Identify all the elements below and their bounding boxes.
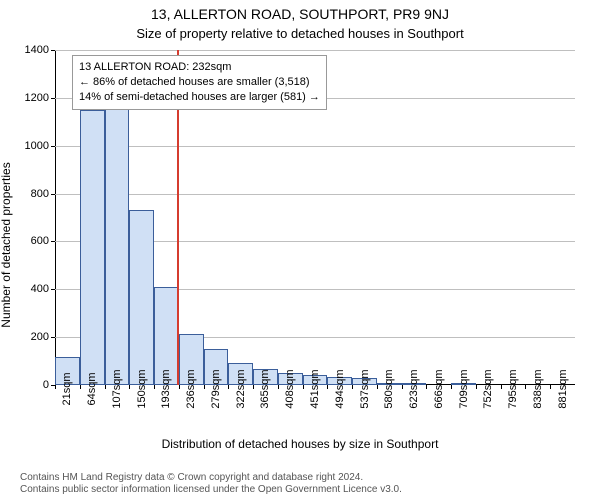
x-tick-mark <box>179 385 180 389</box>
x-tick-label: 451sqm <box>309 369 321 408</box>
y-tick-label: 800 <box>31 188 49 200</box>
x-tick-label: 838sqm <box>532 369 544 408</box>
x-tick-label: 623sqm <box>408 369 420 408</box>
x-tick-mark <box>402 385 403 389</box>
y-tick-mark <box>51 337 55 338</box>
x-tick-mark <box>501 385 502 389</box>
axis-left <box>55 50 56 385</box>
chart-container: 13, ALLERTON ROAD, SOUTHPORT, PR9 9NJ Si… <box>0 0 600 500</box>
histogram-bar <box>129 210 154 385</box>
attribution-line-1: Contains HM Land Registry data © Crown c… <box>20 472 580 484</box>
y-tick-mark <box>51 241 55 242</box>
y-tick-label: 600 <box>31 235 49 247</box>
x-tick-label: 881sqm <box>557 369 569 408</box>
histogram-bar <box>80 110 105 385</box>
x-tick-mark <box>228 385 229 389</box>
x-tick-label: 322sqm <box>235 369 247 408</box>
x-tick-mark <box>377 385 378 389</box>
x-tick-label: 279sqm <box>210 369 222 408</box>
y-tick-label: 1400 <box>25 44 49 56</box>
x-tick-mark <box>105 385 106 389</box>
x-tick-label: 408sqm <box>284 369 296 408</box>
x-tick-label: 193sqm <box>160 369 172 408</box>
x-tick-mark <box>451 385 452 389</box>
x-tick-label: 21sqm <box>61 372 73 405</box>
x-tick-mark <box>154 385 155 389</box>
y-tick-label: 400 <box>31 283 49 295</box>
x-tick-mark <box>550 385 551 389</box>
x-tick-mark <box>426 385 427 389</box>
y-axis-label: Number of detached properties <box>0 162 13 327</box>
x-tick-mark <box>55 385 56 389</box>
y-tick-mark <box>51 50 55 51</box>
x-tick-label: 236sqm <box>185 369 197 408</box>
x-tick-mark <box>80 385 81 389</box>
title-sub: Size of property relative to detached ho… <box>0 26 600 41</box>
x-tick-label: 795sqm <box>507 369 519 408</box>
x-tick-label: 64sqm <box>86 372 98 405</box>
x-tick-mark <box>525 385 526 389</box>
attribution-line-2: Contains public sector information licen… <box>20 484 580 496</box>
x-tick-mark <box>327 385 328 389</box>
x-axis-label: Distribution of detached houses by size … <box>0 437 600 451</box>
x-tick-label: 537sqm <box>359 369 371 408</box>
y-tick-mark <box>51 146 55 147</box>
x-tick-label: 752sqm <box>482 369 494 408</box>
x-tick-mark <box>476 385 477 389</box>
x-tick-label: 494sqm <box>334 369 346 408</box>
gridline <box>55 146 575 147</box>
info-box-line: 13 ALLERTON ROAD: 232sqm <box>79 60 320 75</box>
x-tick-mark <box>278 385 279 389</box>
y-tick-mark <box>51 194 55 195</box>
info-box-line: ← 86% of detached houses are smaller (3,… <box>79 75 320 90</box>
y-tick-label: 0 <box>43 379 49 391</box>
x-tick-label: 709sqm <box>458 369 470 408</box>
y-tick-mark <box>51 289 55 290</box>
attribution: Contains HM Land Registry data © Crown c… <box>20 472 580 496</box>
x-tick-label: 666sqm <box>433 369 445 408</box>
gridline <box>55 194 575 195</box>
y-tick-label: 1000 <box>25 140 49 152</box>
y-tick-mark <box>51 98 55 99</box>
x-tick-label: 580sqm <box>383 369 395 408</box>
y-tick-label: 1200 <box>25 92 49 104</box>
x-tick-mark <box>303 385 304 389</box>
x-tick-label: 150sqm <box>136 369 148 408</box>
info-box-line: 14% of semi-detached houses are larger (… <box>79 90 320 105</box>
info-box: 13 ALLERTON ROAD: 232sqm← 86% of detache… <box>72 55 327 110</box>
title-main: 13, ALLERTON ROAD, SOUTHPORT, PR9 9NJ <box>0 6 600 22</box>
x-tick-label: 107sqm <box>111 369 123 408</box>
gridline <box>55 50 575 51</box>
histogram-bar <box>105 107 130 385</box>
x-tick-mark <box>204 385 205 389</box>
x-tick-mark <box>129 385 130 389</box>
x-tick-mark <box>253 385 254 389</box>
x-tick-label: 365sqm <box>259 369 271 408</box>
x-tick-mark <box>352 385 353 389</box>
y-tick-label: 200 <box>31 331 49 343</box>
